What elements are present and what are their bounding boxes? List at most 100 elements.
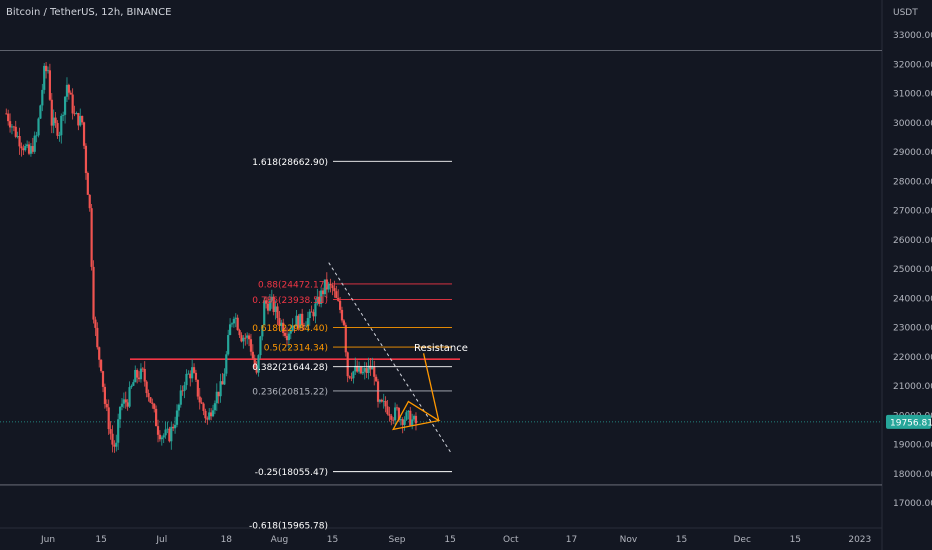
candle-body-133 [257, 355, 260, 373]
candle-body-35 [71, 94, 74, 114]
candle-body-215 [412, 415, 416, 420]
fib-label-0: 1.618(28662.90) [252, 158, 328, 168]
candle-body-105 [204, 410, 207, 419]
candle-body-89 [173, 424, 177, 429]
candle-body-146 [282, 322, 285, 333]
candle-body-212 [407, 410, 410, 413]
candle-body-12 [27, 144, 31, 154]
candle-body-213 [409, 410, 412, 426]
candle-body-123 [238, 330, 241, 336]
candle-body-168 [323, 279, 327, 295]
candle-body-11 [26, 144, 29, 147]
candle-body-185 [356, 365, 359, 372]
candle-body-115 [223, 373, 226, 385]
candle-body-157 [302, 325, 306, 326]
candle-body-121 [234, 317, 237, 319]
candle-body-71 [139, 368, 143, 380]
fib-label-7: -0.25(18055.47) [255, 468, 328, 478]
candle-body-177 [340, 309, 344, 321]
candle-body-104 [202, 403, 205, 411]
candle-body-163 [314, 303, 317, 317]
candle-body-77 [151, 402, 154, 404]
candle-body-48 [96, 327, 99, 348]
candle-body-63 [124, 399, 127, 403]
time-tick-13: 15 [790, 535, 801, 545]
candle-body-202 [388, 414, 391, 416]
candle-body-39 [79, 115, 82, 126]
candle-body-150 [289, 330, 292, 334]
price-tick-5: 28000.00 [893, 177, 932, 187]
candle-body-15 [33, 135, 36, 152]
fib-label-6: 0.236(20815.22) [252, 387, 328, 397]
candle-body-211 [405, 412, 408, 420]
candle-body-81 [158, 434, 162, 440]
candle-body-60 [118, 406, 122, 420]
candle-body-195 [375, 376, 378, 382]
candle-body-162 [312, 312, 315, 317]
candle-body-194 [373, 366, 376, 377]
candle-body-164 [316, 296, 319, 304]
price-tick-1: 32000.00 [893, 60, 932, 70]
price-tick-7: 26000.00 [893, 236, 932, 246]
candle-body-169 [325, 279, 328, 290]
candle-body-94 [183, 385, 186, 391]
fib-label-4: 0.5(22314.34) [264, 344, 328, 354]
candle-body-129 [249, 339, 253, 352]
candle-body-18 [39, 105, 42, 119]
candle-body-127 [246, 335, 249, 338]
candle-body-19 [41, 89, 44, 106]
chart-symbol-title: Bitcoin / TetherUS, 12h, BINANCE [6, 7, 172, 18]
candle-body-192 [369, 365, 372, 370]
candle-body-24 [50, 99, 53, 126]
time-axis: Jun 15 Jul 18 Aug 15 Sep 15 Oct 17 Nov 15 Dec 15 2023 [40, 535, 871, 545]
candle-body-25 [52, 117, 55, 126]
candle-body-40 [81, 115, 84, 123]
candle-body-5 [14, 126, 17, 137]
candle-body-187 [359, 366, 363, 374]
candle-body-153 [295, 315, 298, 327]
candle-body-85 [166, 428, 169, 430]
candle-body-36 [73, 113, 76, 115]
candle-body-147 [283, 332, 287, 336]
candle-body-167 [321, 290, 325, 295]
downtrend-line [328, 262, 453, 455]
candle-body-83 [162, 435, 165, 438]
candle-body-128 [247, 335, 251, 340]
candle-body-139 [268, 300, 272, 311]
candle-body-7 [18, 135, 21, 147]
candle-body-103 [200, 402, 203, 404]
candle-body-99 [192, 367, 196, 373]
candle-body-131 [253, 358, 256, 368]
candle-body-21 [45, 65, 48, 72]
candle-body-32 [65, 84, 69, 97]
candle-body-66 [130, 385, 133, 388]
candle-body-204 [392, 419, 395, 421]
candle-body-73 [143, 368, 146, 382]
candle-body-120 [232, 318, 235, 324]
candle-body-184 [354, 365, 357, 372]
candle-body-109 [211, 410, 215, 417]
candle-body-125 [242, 337, 245, 342]
candle-body-172 [331, 285, 334, 289]
candle-body-90 [175, 410, 179, 425]
candle-body-41 [82, 122, 86, 146]
candle-body-97 [189, 373, 192, 379]
candle-body-193 [371, 366, 374, 370]
candle-body-165 [318, 296, 321, 304]
candle-body-51 [101, 371, 105, 387]
price-tick-8: 25000.00 [893, 265, 932, 275]
resistance-label: Resistance [414, 343, 468, 354]
candle-body-176 [338, 300, 342, 310]
candle-body-144 [278, 318, 281, 326]
candle-body-122 [236, 317, 239, 331]
time-tick-1: 15 [95, 535, 106, 545]
candle-body-22 [46, 70, 50, 72]
candle-body-138 [266, 303, 270, 311]
time-tick-8: Oct [503, 535, 519, 545]
candle-body-62 [122, 399, 125, 404]
candle-body-148 [285, 335, 289, 341]
candle-body-142 [274, 306, 277, 312]
candle-body-207 [397, 407, 400, 421]
candle-body-100 [194, 372, 198, 380]
